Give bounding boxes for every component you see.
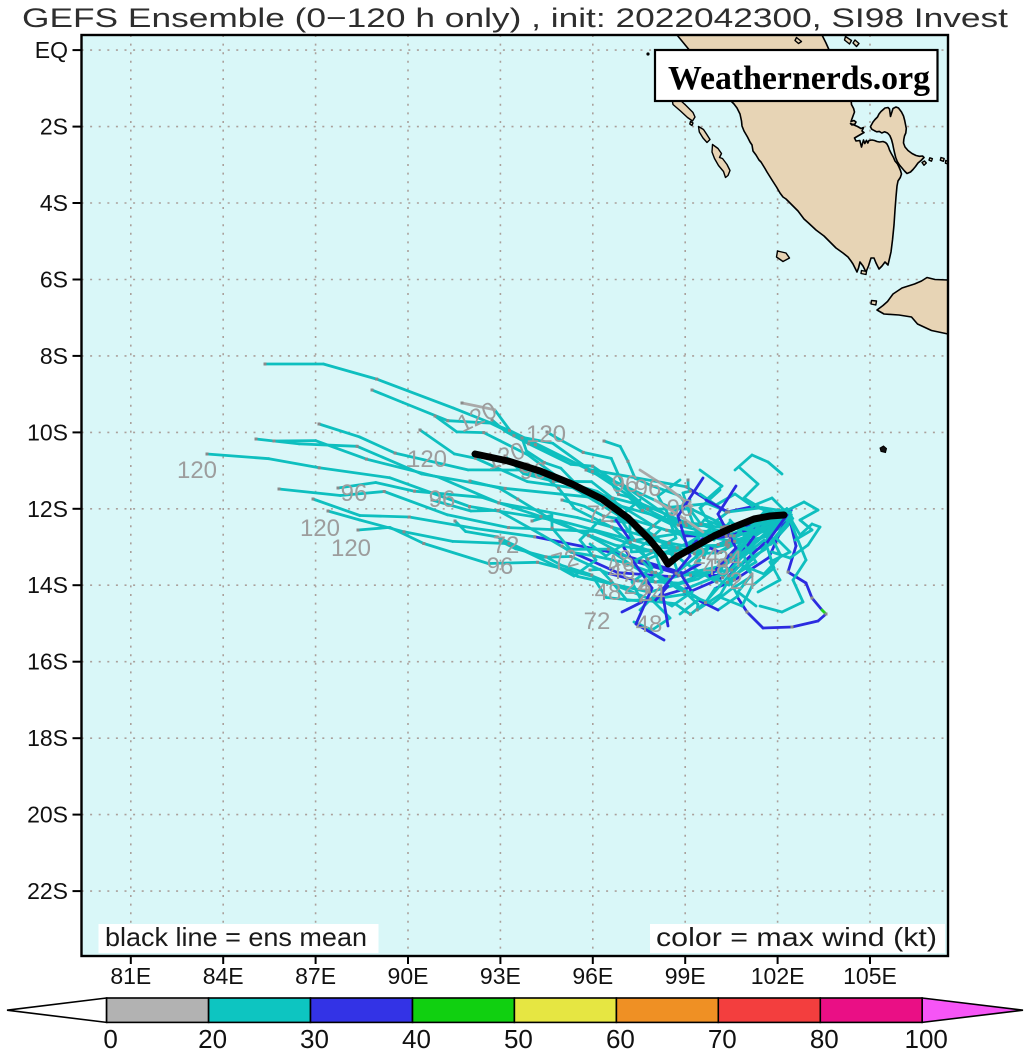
svg-text:24: 24: [639, 580, 666, 607]
svg-text:120: 120: [407, 446, 447, 473]
svg-text:96: 96: [667, 495, 694, 522]
svg-text:20S: 20S: [27, 802, 68, 828]
svg-text:48: 48: [609, 558, 636, 585]
svg-text:72: 72: [493, 532, 520, 559]
svg-text:96: 96: [429, 486, 456, 513]
svg-text:96: 96: [612, 471, 639, 498]
svg-text:80: 80: [810, 1024, 839, 1054]
svg-text:black line = ens mean: black line = ens mean: [105, 922, 367, 952]
svg-text:6S: 6S: [40, 267, 68, 293]
svg-text:40: 40: [402, 1024, 431, 1054]
svg-text:48: 48: [636, 611, 663, 638]
svg-text:16S: 16S: [27, 649, 68, 675]
svg-text:color = max wind (kt): color = max wind (kt): [656, 922, 937, 952]
svg-text:87E: 87E: [295, 963, 336, 989]
svg-text:70: 70: [708, 1024, 737, 1054]
svg-text:14S: 14S: [27, 572, 68, 598]
svg-text:120: 120: [177, 457, 217, 484]
svg-text:96: 96: [341, 480, 368, 507]
svg-text:8S: 8S: [40, 343, 68, 369]
svg-text:GEFS Ensemble (0−120 h only) ,: GEFS Ensemble (0−120 h only) , init: 202…: [22, 3, 1009, 33]
svg-text:72: 72: [584, 608, 611, 635]
svg-text:30: 30: [300, 1024, 329, 1054]
svg-text:60: 60: [606, 1024, 635, 1054]
svg-text:12S: 12S: [27, 496, 68, 522]
svg-text:20: 20: [198, 1024, 227, 1054]
svg-text:120: 120: [300, 515, 340, 542]
svg-text:18S: 18S: [27, 725, 68, 751]
svg-text:96: 96: [487, 553, 514, 580]
svg-text:24: 24: [624, 573, 651, 600]
svg-text:99E: 99E: [665, 963, 706, 989]
svg-text:22S: 22S: [27, 878, 68, 904]
svg-text:24: 24: [730, 568, 757, 595]
svg-text:48: 48: [595, 579, 622, 606]
svg-text:90E: 90E: [388, 963, 429, 989]
svg-text:24: 24: [716, 546, 743, 573]
svg-text:120: 120: [526, 421, 566, 448]
svg-text:Weathernerds.org: Weathernerds.org: [668, 60, 930, 97]
svg-text:93E: 93E: [480, 963, 521, 989]
svg-text:120: 120: [331, 535, 371, 562]
svg-text:0: 0: [103, 1024, 117, 1054]
svg-text:2S: 2S: [40, 114, 68, 140]
svg-text:105E: 105E: [843, 963, 897, 989]
svg-text:50: 50: [504, 1024, 533, 1054]
svg-text:100: 100: [905, 1024, 948, 1054]
svg-text:10S: 10S: [27, 419, 68, 445]
svg-text:96E: 96E: [572, 963, 613, 989]
svg-text:4S: 4S: [40, 190, 68, 216]
svg-text:EQ: EQ: [35, 37, 68, 63]
svg-text:102E: 102E: [751, 963, 805, 989]
svg-text:84E: 84E: [203, 963, 244, 989]
svg-text:81E: 81E: [110, 963, 151, 989]
svg-text:96: 96: [635, 475, 662, 502]
svg-text:48: 48: [703, 554, 730, 581]
